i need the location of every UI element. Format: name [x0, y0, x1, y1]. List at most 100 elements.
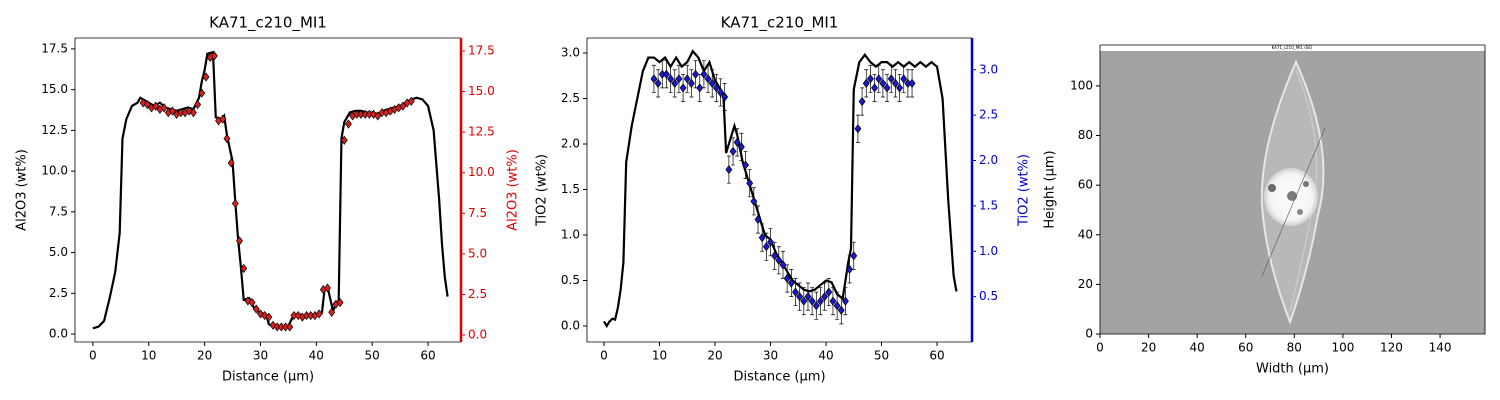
- data-point: [265, 312, 273, 322]
- data-point: [858, 96, 866, 107]
- data-point: [671, 78, 679, 88]
- data-point: [742, 160, 749, 170]
- y-tick-label: 60: [1078, 178, 1093, 192]
- data-point: [866, 74, 874, 84]
- data-point: [692, 69, 700, 79]
- y-tick-label: 15.0: [41, 82, 68, 96]
- y-axis-label: Height (µm): [1043, 150, 1058, 228]
- data-point: [139, 98, 147, 108]
- data-point: [783, 273, 791, 284]
- data-point: [762, 242, 770, 252]
- x-tick-label: 50: [874, 349, 889, 363]
- data-point: [202, 72, 210, 82]
- y-axis-label: TiO2 (wt%): [535, 154, 550, 227]
- y2-tick-label: 2.0: [979, 153, 998, 167]
- x-tick-label: 40: [818, 349, 833, 363]
- data-point: [729, 146, 737, 157]
- data-point: [328, 307, 336, 317]
- data-point: [875, 74, 883, 84]
- data-point: [887, 74, 895, 84]
- data-point: [891, 78, 899, 88]
- data-point: [675, 74, 683, 84]
- x-tick-label: 40: [1190, 341, 1205, 355]
- data-point: [712, 83, 720, 93]
- y2-tick-label: 17.5: [468, 43, 495, 57]
- data-point: [240, 263, 248, 274]
- x-tick-label: 0: [600, 349, 608, 363]
- x-tick-label: 10: [141, 349, 156, 363]
- data-point: [821, 292, 829, 302]
- y-tick-label: 3.0: [561, 46, 580, 60]
- data-point: [846, 264, 854, 274]
- data-point: [825, 287, 833, 297]
- data-point: [315, 309, 323, 319]
- y-tick-label: 10.0: [41, 164, 68, 178]
- y-tick-label: 2.5: [561, 91, 580, 105]
- y-tick-label: 1.0: [561, 227, 580, 241]
- data-point: [829, 296, 837, 306]
- y-tick-label: 12.5: [41, 123, 68, 137]
- data-point: [779, 260, 787, 270]
- y-tick-label: 5.0: [49, 245, 68, 259]
- data-line: [603, 49, 958, 329]
- data-point: [792, 287, 799, 297]
- data-point: [650, 74, 658, 84]
- data-point: [837, 305, 845, 315]
- data-point: [737, 142, 745, 152]
- x-tick-label: 20: [197, 349, 212, 363]
- y2-tick-label: 10.0: [468, 165, 495, 179]
- y2-tick-label: 1.0: [979, 244, 998, 258]
- data-point: [717, 87, 724, 98]
- x-tick-label: 20: [707, 349, 722, 363]
- y2-tick-label: 5.0: [468, 246, 487, 260]
- data-point: [143, 99, 151, 110]
- data-point: [248, 297, 256, 308]
- data-point: [746, 178, 754, 188]
- axes-frame: [74, 37, 461, 343]
- data-point: [194, 99, 202, 110]
- data-point: [862, 78, 870, 88]
- data-point: [758, 233, 766, 243]
- y2-tick-label: 0.5: [979, 289, 998, 303]
- data-point: [733, 137, 741, 147]
- sem-image: [1100, 45, 1485, 334]
- chart-title: KA71_c210_MI1: [209, 14, 327, 33]
- y2-tick-label: 12.5: [468, 125, 495, 139]
- y2-tick-label: 7.5: [468, 206, 487, 220]
- y2-tick-label: 15.0: [468, 84, 495, 98]
- data-point: [294, 310, 302, 321]
- y-tick-label: 7.5: [49, 204, 68, 218]
- data-point: [407, 96, 415, 106]
- y2-tick-label: 2.5: [979, 108, 998, 122]
- data-point: [900, 74, 908, 84]
- data-point: [210, 51, 218, 61]
- y-tick-label: 20: [1078, 277, 1093, 291]
- data-point: [817, 296, 824, 306]
- x-tick-label: 60: [1238, 341, 1253, 355]
- data-point: [767, 237, 774, 247]
- y-tick-label: 40: [1078, 227, 1093, 241]
- data-point: [679, 83, 687, 93]
- data-point: [775, 255, 783, 265]
- x-tick-label: 30: [253, 349, 268, 363]
- y-tick-label: 0: [1085, 327, 1093, 341]
- data-point: [399, 101, 407, 111]
- data-point: [725, 164, 733, 175]
- data-point: [345, 119, 352, 129]
- data-point: [796, 292, 804, 302]
- x-tick-label: 100: [1331, 341, 1354, 355]
- x-tick-label: 40: [309, 349, 324, 363]
- data-point: [808, 296, 816, 306]
- data-point: [231, 198, 239, 209]
- data-point: [198, 88, 206, 98]
- data-point: [223, 134, 231, 144]
- y2-axis-label: Al2O3 (wt%): [506, 149, 521, 231]
- data-point: [687, 78, 695, 88]
- data-point: [654, 78, 662, 88]
- axes-frame: [586, 37, 972, 343]
- x-tick-label: 30: [763, 349, 778, 363]
- x-tick-label: 50: [365, 349, 380, 363]
- y-tick-label: 0.5: [561, 273, 580, 287]
- data-point: [700, 69, 708, 79]
